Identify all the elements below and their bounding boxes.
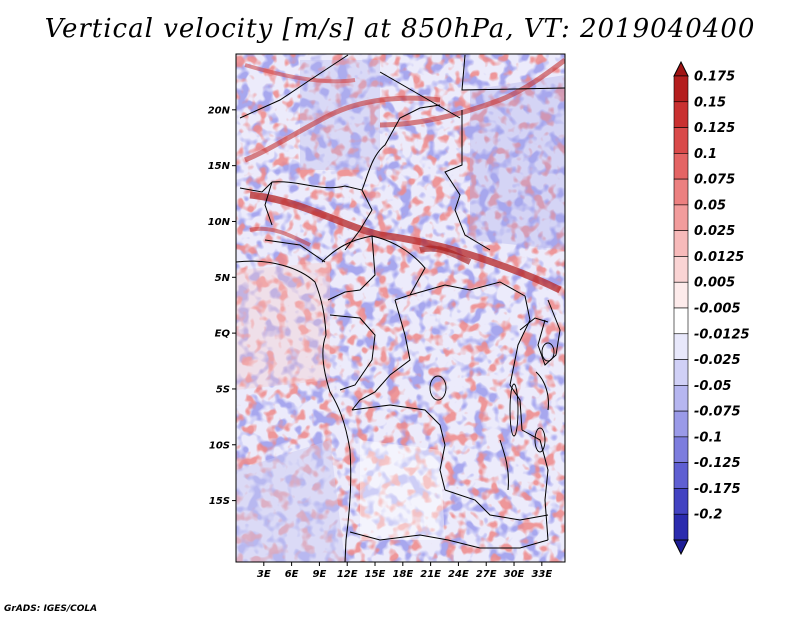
colorbar-swatch bbox=[673, 488, 689, 515]
colorbar-swatch bbox=[673, 281, 689, 309]
colorbar-label: 0.0125 bbox=[694, 250, 744, 265]
colorbar-label: -0.2 bbox=[694, 508, 722, 523]
lon-tick-label: 30E bbox=[504, 569, 525, 580]
footer-credit: GrADS: IGES/COLA bbox=[4, 604, 98, 614]
colorbar-label: 0.005 bbox=[694, 276, 735, 291]
map-title: Vertical velocity [m/s] at 850hPa, VT: 2… bbox=[44, 14, 756, 44]
colorbar-bottom-arrow bbox=[673, 539, 689, 556]
colorbar-swatch bbox=[673, 127, 689, 154]
lon-tick-label: 15E bbox=[365, 569, 386, 580]
lat-tick-label: 20N bbox=[208, 105, 231, 116]
colorbar-swatch bbox=[673, 359, 689, 386]
colorbar-swatch bbox=[673, 513, 689, 541]
colorbar-label: 0.075 bbox=[694, 173, 735, 188]
lat-tick-label: 15S bbox=[209, 496, 230, 507]
lon-tick-label: 18E bbox=[392, 569, 413, 580]
colorbar-label: -0.025 bbox=[694, 353, 741, 368]
lon-tick-label: 24E bbox=[448, 569, 469, 580]
lon-tick-label: 6E bbox=[285, 569, 299, 580]
colorbar-label: 0.05 bbox=[694, 198, 726, 213]
colorbar-swatch bbox=[673, 410, 689, 438]
lat-tick-label: EQ bbox=[215, 329, 231, 340]
colorbar-label: -0.175 bbox=[694, 482, 741, 497]
colorbar-swatch bbox=[673, 75, 689, 103]
longitude-axis: 3E 6E 9E 12E 15E 18E 21E 24E 27E 30E 33E bbox=[257, 562, 552, 580]
map-frame bbox=[235, 53, 566, 563]
colorbar-label: -0.075 bbox=[694, 405, 741, 420]
lon-tick-label: 3E bbox=[257, 569, 271, 580]
lon-tick-label: 12E bbox=[337, 569, 358, 580]
velocity-field bbox=[236, 54, 565, 562]
colorbar-swatch bbox=[673, 204, 689, 231]
colorbar-label: -0.05 bbox=[694, 379, 731, 394]
colorbar-label: 0.125 bbox=[694, 121, 735, 136]
colorbar-swatch bbox=[673, 153, 689, 180]
colorbar-swatch bbox=[673, 101, 689, 128]
colorbar-label: 0.175 bbox=[694, 70, 735, 85]
lon-tick-label: 9E bbox=[313, 569, 327, 580]
colorbar-swatch bbox=[673, 436, 689, 463]
colorbar-label: -0.1 bbox=[694, 430, 722, 445]
colorbar-swatch bbox=[673, 230, 689, 257]
colorbar-swatch bbox=[673, 462, 689, 489]
lat-tick-label: 10N bbox=[208, 217, 231, 228]
colorbar-swatch bbox=[673, 385, 689, 412]
lake-outlines bbox=[429, 342, 555, 453]
colorbar-label: -0.005 bbox=[694, 302, 741, 317]
colorbar-label: 0.1 bbox=[694, 147, 717, 162]
colorbar-top-arrow bbox=[673, 60, 689, 77]
lat-tick-label: 15N bbox=[208, 161, 231, 172]
lon-tick-label: 33E bbox=[531, 569, 552, 580]
colorbar-label: 0.025 bbox=[694, 224, 735, 239]
colorbar-swatch bbox=[673, 178, 689, 206]
colorbar-label: -0.0125 bbox=[694, 327, 750, 342]
colorbar-swatch bbox=[673, 333, 689, 360]
lat-tick-label: 10S bbox=[209, 440, 230, 451]
lon-tick-label: 27E bbox=[476, 569, 497, 580]
country-borders bbox=[236, 54, 565, 562]
colorbar-label: -0.125 bbox=[694, 456, 741, 471]
lat-tick-label: 5N bbox=[215, 273, 231, 284]
colorbar-swatch bbox=[673, 307, 689, 335]
lat-tick-label: 5S bbox=[216, 384, 230, 395]
colorbar: 0.175 0.15 0.125 0.1 0.075 0.05 0.025 0.0125 0.0… bbox=[673, 60, 750, 556]
lon-tick-label: 21E bbox=[420, 569, 441, 580]
latitude-axis: 20N 15N 10N 5N EQ 5S 10S 15S bbox=[208, 105, 236, 507]
colorbar-label: 0.15 bbox=[694, 95, 726, 110]
colorbar-swatch bbox=[673, 256, 689, 283]
